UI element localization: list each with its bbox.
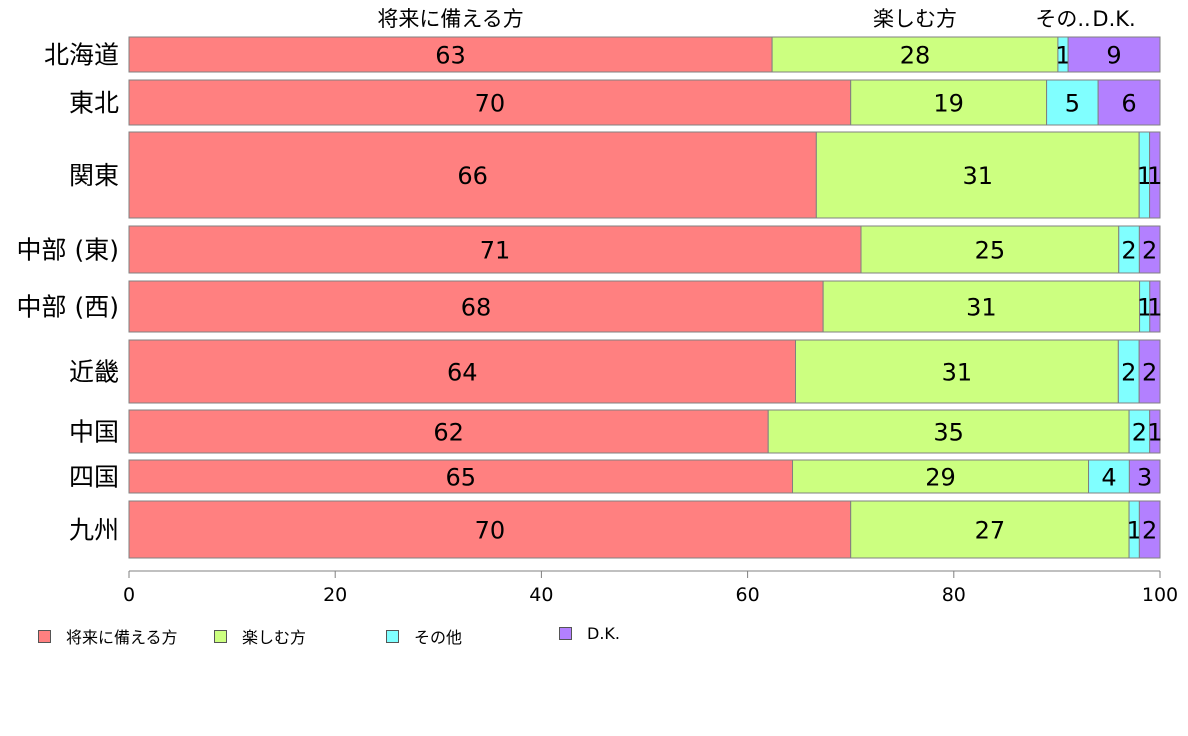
category-label-2: 関東: [69, 161, 119, 190]
bar-cat-6-series-3: [1149, 409, 1161, 454]
bar-cat-2-series-3: [1149, 131, 1161, 219]
data-label-cat-0-series-1: 28: [900, 42, 931, 70]
data-label-cat-4-series-3: 1: [1147, 294, 1162, 322]
data-label-cat-6-series-2: 2: [1132, 419, 1147, 447]
data-label-cat-5-series-0: 64: [447, 359, 478, 387]
data-label-cat-2-series-3: 1: [1147, 162, 1162, 190]
legend-swatch-0: [38, 629, 51, 643]
category-label-1: 東北: [69, 89, 119, 118]
legend-label-0: 将来に備える方: [66, 628, 178, 647]
data-label-cat-2-series-0: 66: [457, 162, 488, 190]
legend-swatch-1: [214, 629, 227, 643]
bar-cat-3-series-0: [128, 225, 862, 274]
legend-item-2: その他: [386, 624, 462, 648]
category-label-3: 中部 (東): [17, 236, 119, 265]
data-label-cat-5-series-2: 2: [1121, 359, 1136, 387]
data-label-cat-3-series-3: 2: [1142, 237, 1157, 265]
data-label-cat-8-series-1: 27: [975, 517, 1006, 545]
data-label-cat-1-series-3: 6: [1121, 90, 1136, 118]
legend-item-1: 楽しむ方: [214, 624, 306, 648]
data-label-cat-6-series-3: 1: [1147, 419, 1162, 447]
category-label-6: 中国: [69, 418, 119, 447]
legend-label-3: D.K.: [587, 624, 620, 643]
data-label-cat-8-series-0: 70: [475, 517, 506, 545]
category-label-0: 北海道: [44, 41, 119, 70]
bar-cat-1-series-3: [1097, 79, 1161, 126]
data-label-cat-7-series-2: 4: [1101, 464, 1116, 492]
data-label-cat-6-series-0: 62: [433, 419, 464, 447]
data-label-cat-4-series-1: 31: [966, 294, 997, 322]
bar-cat-4-series-0: [128, 280, 824, 333]
bar-cat-6-series-1: [767, 409, 1130, 454]
bar-cat-1-series-2: [1046, 79, 1099, 126]
data-label-cat-8-series-2: 1: [1127, 517, 1142, 545]
bar-cat-6-series-0: [128, 409, 769, 454]
category-label-5: 近畿: [69, 358, 119, 387]
data-label-cat-6-series-1: 35: [933, 419, 964, 447]
legend-item-3: D.K.: [559, 624, 620, 643]
data-label-cat-1-series-0: 70: [475, 90, 506, 118]
x-tick-label-3: 60: [736, 584, 760, 606]
x-tick-label-4: 80: [942, 584, 966, 606]
top-label-2: その..: [1035, 7, 1090, 31]
bar-cat-7-series-2: [1088, 459, 1130, 494]
data-label-cat-4-series-0: 68: [461, 294, 492, 322]
bar-cat-8-series-1: [850, 500, 1130, 559]
bar-cat-5-series-0: [128, 339, 797, 404]
data-label-cat-7-series-3: 3: [1137, 464, 1152, 492]
bar-cat-0-series-0: [128, 36, 773, 73]
category-label-4: 中部 (西): [17, 293, 119, 322]
data-label-cat-7-series-1: 29: [925, 464, 956, 492]
category-label-7: 四国: [69, 463, 119, 492]
data-label-cat-5-series-3: 2: [1142, 359, 1157, 387]
bar-cat-0-series-1: [771, 36, 1059, 73]
bar-cat-0-series-3: [1067, 36, 1161, 73]
data-label-cat-3-series-1: 25: [975, 237, 1006, 265]
bar-cat-3-series-3: [1138, 225, 1161, 274]
bar-cat-4-series-1: [822, 280, 1141, 333]
bar-cat-4-series-3: [1149, 280, 1161, 333]
data-label-cat-7-series-0: 65: [445, 464, 476, 492]
data-label-cat-0-series-2: 1: [1055, 42, 1070, 70]
data-label-cat-0-series-3: 9: [1106, 42, 1121, 70]
bar-cat-5-series-3: [1138, 339, 1161, 404]
legend-item-0: 将来に備える方: [38, 624, 178, 648]
data-label-cat-8-series-3: 2: [1142, 517, 1157, 545]
data-label-cat-5-series-1: 31: [942, 359, 973, 387]
bar-cat-8-series-0: [128, 500, 852, 559]
data-label-cat-2-series-2: 1: [1137, 162, 1152, 190]
category-label-8: 九州: [69, 516, 119, 545]
data-label-cat-1-series-2: 5: [1065, 90, 1080, 118]
legend-label-2: その他: [414, 628, 463, 647]
x-tick-label-1: 20: [323, 584, 347, 606]
top-label-3: D.K.: [1092, 7, 1135, 31]
bar-cat-2-series-1: [815, 131, 1140, 219]
top-label-1: 楽しむ方: [873, 7, 957, 31]
bar-cat-7-series-0: [128, 459, 794, 494]
bar-cat-8-series-3: [1138, 500, 1161, 559]
data-label-cat-3-series-0: 71: [480, 237, 511, 265]
top-label-0: 将来に備える方: [377, 7, 523, 31]
data-label-cat-3-series-2: 2: [1121, 237, 1136, 265]
x-tick-label-5: 100: [1142, 584, 1178, 606]
data-label-cat-4-series-2: 1: [1137, 294, 1152, 322]
legend-swatch-3: [559, 627, 572, 640]
data-label-cat-1-series-1: 19: [933, 90, 964, 118]
x-tick-label-0: 0: [123, 584, 135, 606]
data-label-cat-0-series-0: 63: [435, 42, 466, 70]
x-tick-label-2: 40: [529, 584, 553, 606]
bar-cat-5-series-1: [795, 339, 1119, 404]
legend-label-1: 楽しむ方: [242, 628, 307, 647]
legend-swatch-2: [386, 629, 399, 643]
data-label-cat-2-series-1: 31: [962, 162, 993, 190]
bar-cat-7-series-3: [1128, 459, 1161, 494]
